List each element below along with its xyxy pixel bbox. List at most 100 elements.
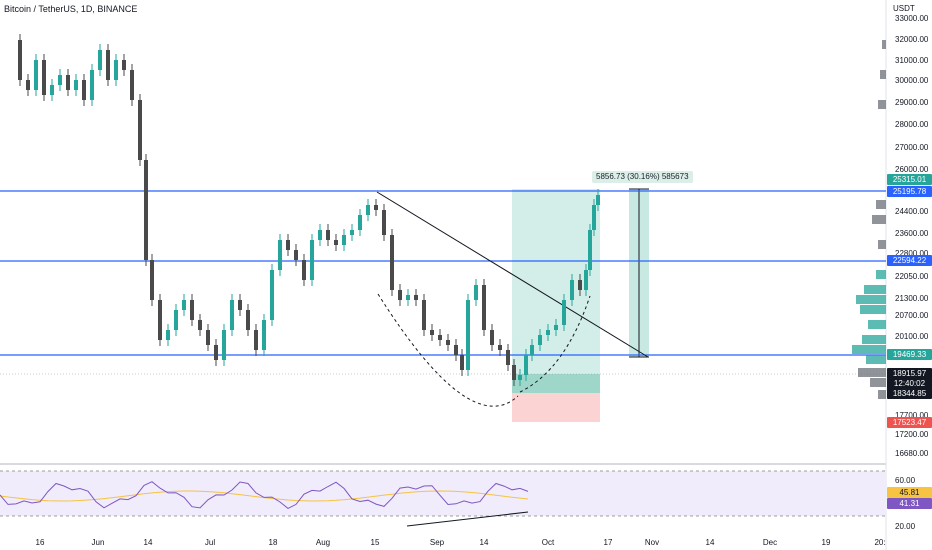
descending-trendline[interactable] (376, 191, 649, 358)
candle-body (498, 345, 502, 350)
time-tick-label: 14 (143, 538, 153, 547)
volume-profile-bar (870, 378, 886, 387)
price-badge: 25195.78 (887, 186, 932, 197)
candle-body (182, 300, 186, 310)
price-tick-label: 30000.00 (895, 76, 929, 85)
candle-body (460, 355, 464, 370)
candle-body (318, 230, 322, 240)
candle-body (302, 260, 306, 280)
time-tick-label: Nov (644, 538, 660, 547)
candle-body (34, 60, 38, 90)
candle-body (238, 300, 242, 310)
candle-body (524, 355, 528, 375)
candle-body (454, 345, 458, 355)
candle-body (122, 60, 126, 70)
volume-profile-bar (858, 368, 886, 377)
time-tick-label: 20: (874, 538, 886, 547)
candle-body (588, 230, 592, 270)
candle-body (584, 270, 588, 290)
volume-profile-bar (872, 215, 886, 224)
candle-body (406, 295, 410, 300)
price-tick-label: 17700.00 (895, 411, 929, 420)
rounding-bottom-curve[interactable] (377, 293, 519, 407)
price-tick-label: 33000.00 (895, 14, 929, 23)
candle-body (554, 325, 558, 330)
measure-tooltip: 5856.73 (30.16%) 585673 (592, 171, 693, 183)
candle-body (214, 345, 218, 360)
price-badge: 19469.33 (887, 349, 932, 360)
candle-body (342, 235, 346, 245)
candle-body (506, 350, 510, 365)
candle-body (278, 240, 282, 270)
currency-label[interactable]: USDT (893, 4, 915, 13)
candle-body (374, 205, 378, 210)
candle-body (518, 375, 522, 380)
candle-body (490, 330, 494, 345)
candlestick-series (18, 34, 600, 386)
price-tick-label: 22800.00 (895, 249, 929, 258)
candle-body (430, 330, 434, 335)
time-tick-label: 15 (370, 538, 380, 547)
volume-profile-bar (878, 100, 886, 109)
candle-body (294, 250, 298, 260)
time-tick-label: Jul (204, 538, 216, 547)
candle-body (578, 280, 582, 290)
candle-body (390, 235, 394, 290)
time-tick-label: 16 (35, 538, 45, 547)
candle-body (144, 160, 148, 260)
volume-profile-bar (876, 270, 886, 279)
rsi-tick-label: 20.00 (895, 522, 916, 531)
price-badge: 17523.47 (887, 417, 932, 428)
candle-body (166, 330, 170, 340)
price-tick-label: 21300.00 (895, 294, 929, 303)
candle-body (206, 330, 210, 345)
rsi-divergence-line[interactable] (406, 511, 529, 527)
candle-body (562, 300, 566, 325)
candle-body (270, 270, 274, 320)
volume-profile-bar (860, 305, 886, 314)
candle-body (422, 300, 426, 330)
volume-profile-bar (880, 70, 886, 79)
long-position-loss-zone[interactable] (512, 393, 600, 422)
candle-body (474, 285, 478, 300)
price-tick-label: 22050.00 (895, 272, 929, 281)
candle-body (254, 330, 258, 350)
price-tick-label: 16680.00 (895, 449, 929, 458)
price-tick-label: 29000.00 (895, 98, 929, 107)
volume-profile-bar (852, 345, 886, 354)
price-badge: 18344.85 (887, 388, 932, 399)
candle-body (58, 75, 62, 85)
time-tick-label: Sep (429, 538, 445, 547)
candle-body (310, 240, 314, 280)
volume-profile (852, 40, 886, 399)
price-tick-label: 32000.00 (895, 35, 929, 44)
long-position-entry-zone[interactable] (512, 374, 600, 393)
price-tick-label: 24400.00 (895, 207, 929, 216)
rsi-badge: 41.31 (887, 498, 932, 509)
time-tick-label: 19 (821, 538, 831, 547)
candle-body (90, 70, 94, 100)
symbol-title[interactable]: Bitcoin / TetherUS, 1D, BINANCE (4, 4, 138, 14)
candle-body (158, 300, 162, 340)
candle-body (530, 345, 534, 355)
candle-body (326, 230, 330, 240)
price-tick-label: 23600.00 (895, 229, 929, 238)
candle-body (198, 320, 202, 330)
candle-body (546, 330, 550, 335)
price-tick-label: 28000.00 (895, 120, 929, 129)
candle-body (190, 300, 194, 320)
volume-profile-bar (876, 200, 886, 209)
price-tick-label: 26000.00 (895, 165, 929, 174)
price-badge: 25315.01 (887, 174, 932, 185)
candle-body (592, 205, 596, 230)
rsi-tick-label: 60.00 (895, 476, 916, 485)
candle-body (50, 85, 54, 95)
candle-body (246, 310, 250, 330)
candle-body (538, 335, 542, 345)
time-tick-label: 17 (603, 538, 613, 547)
candle-body (438, 335, 442, 340)
candle-body (398, 290, 402, 300)
time-tick-label: 14 (705, 538, 715, 547)
